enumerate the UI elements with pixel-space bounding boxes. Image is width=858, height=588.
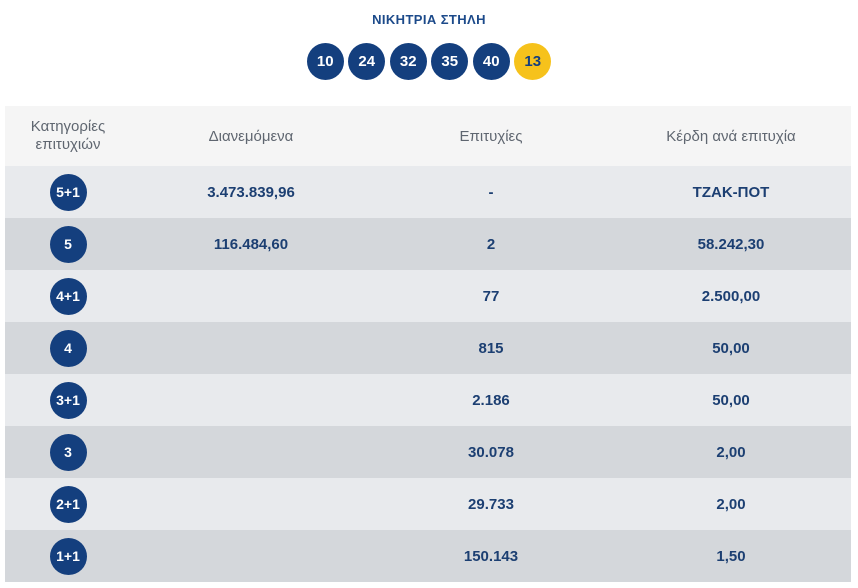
prize-value: 50,00 [712, 339, 750, 357]
winners-value: 150.143 [463, 547, 519, 565]
table-row: 3+1 2.186 50,00 [5, 374, 851, 426]
winning-number-ball: 40 [472, 43, 510, 80]
header-categories: Κατηγορίες επιτυχιών [5, 118, 131, 154]
winning-numbers: 10 24 32 35 40 13 [0, 43, 858, 80]
prize-value: 2,00 [716, 443, 746, 461]
winning-number-ball: 32 [389, 43, 427, 80]
header-winners: Επιτυχίες [459, 127, 523, 145]
table-row: 1+1 150.143 1,50 [5, 530, 851, 582]
table-header-row: Κατηγορίες επιτυχιών Διανεμόμενα Επιτυχί… [5, 106, 851, 166]
prize-value: ΤΖΑΚ-ΠΟΤ [692, 183, 770, 201]
winning-number-ball: 24 [348, 43, 386, 80]
winning-number-ball: 35 [431, 43, 469, 80]
winners-value: 815 [478, 339, 504, 357]
winners-value: 29.733 [468, 495, 514, 513]
prize-value: 50,00 [712, 391, 750, 409]
table-row: 5 116.484,60 2 58.242,30 [5, 218, 851, 270]
winners-value: 30.078 [468, 443, 514, 461]
category-badge: 1+1 [49, 537, 87, 575]
joker-number-ball: 13 [514, 43, 552, 80]
results-table: Κατηγορίες επιτυχιών Διανεμόμενα Επιτυχί… [5, 106, 851, 582]
category-badge: 3+1 [49, 381, 87, 419]
distributed-value: 3.473.839,96 [207, 183, 295, 201]
header-categories-line1: Κατηγορίες [30, 118, 106, 135]
category-badge: 3 [49, 433, 87, 471]
winning-number-ball: 10 [306, 43, 344, 80]
table-row: 3 30.078 2,00 [5, 426, 851, 478]
category-badge: 5+1 [49, 173, 87, 211]
category-badge: 4+1 [49, 277, 87, 315]
category-badge: 2+1 [49, 485, 87, 523]
category-badge: 4 [49, 329, 87, 367]
table-row: 4+1 77 2.500,00 [5, 270, 851, 322]
header-distributed: Διανεμόμενα [208, 127, 294, 145]
prize-value: 2.500,00 [701, 287, 761, 305]
winners-value: 2 [486, 235, 496, 253]
prize-value: 2,00 [716, 495, 746, 513]
table-row: 2+1 29.733 2,00 [5, 478, 851, 530]
prize-value: 58.242,30 [697, 235, 765, 253]
prize-value: 1,50 [716, 547, 746, 565]
table-row: 5+1 3.473.839,96 - ΤΖΑΚ-ΠΟΤ [5, 166, 851, 218]
table-row: 4 815 50,00 [5, 322, 851, 374]
winners-value: 2.186 [472, 391, 510, 409]
distributed-value: 116.484,60 [213, 235, 289, 253]
header-categories-line2: επιτυχιών [35, 136, 101, 153]
winning-column-title: ΝΙΚΗΤΡΙΑ ΣΤΗΛΗ [372, 12, 486, 27]
winners-value: 77 [482, 287, 500, 305]
winners-value: - [488, 183, 494, 201]
header-prize-per-winner: Κέρδη ανά επιτυχία [666, 127, 796, 145]
category-badge: 5 [49, 225, 87, 263]
